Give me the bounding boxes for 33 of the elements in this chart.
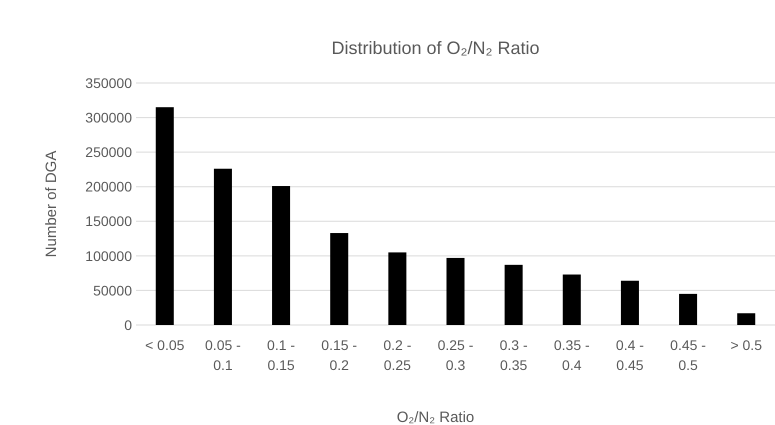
x-tick-label: > 0.5 (730, 337, 762, 353)
y-tick-label: 0 (124, 316, 132, 333)
y-tick-label: 150000 (85, 213, 132, 230)
x-tick-label: 0.4 - 0.45 (616, 337, 644, 373)
y-tick-label: 200000 (85, 178, 132, 195)
y-tick-label: 250000 (85, 144, 132, 160)
bar (388, 252, 406, 325)
x-tick-label: 0.25 - 0.3 (438, 337, 474, 373)
x-tick-label: 0.15 - 0.2 (321, 337, 358, 373)
bar (214, 168, 232, 325)
bar (156, 107, 174, 325)
bar (446, 258, 465, 325)
bar (737, 313, 756, 325)
bar (272, 186, 290, 325)
bar (562, 274, 581, 325)
x-tick-label: 0.3 - 0.35 (500, 337, 528, 373)
bar (504, 264, 523, 325)
bar (620, 280, 639, 325)
x-tick-label: 0.2 - 0.25 (383, 337, 412, 373)
y-tick-label: 300000 (85, 109, 132, 126)
x-tick-label: 0.1 - 0.15 (267, 337, 296, 373)
y-tick-label: 350000 (85, 74, 132, 91)
y-tick-label: 100000 (85, 248, 132, 264)
x-tick-label: 0.45 - 0.5 (670, 337, 706, 373)
y-axis-title: Number of DGA (43, 150, 60, 258)
x-tick-label: 0.05 - 0.1 (205, 337, 242, 373)
chart-title: Distribution of O₂/N₂ Ratio (331, 38, 540, 58)
x-axis-title: O₂/N₂ Ratio (396, 409, 474, 425)
x-tick-label: 0.35 - 0.4 (554, 337, 590, 373)
y-tick-label: 50000 (93, 282, 132, 298)
bar (679, 294, 698, 325)
x-tick-label: < 0.05 (145, 337, 185, 353)
bar (330, 233, 348, 325)
